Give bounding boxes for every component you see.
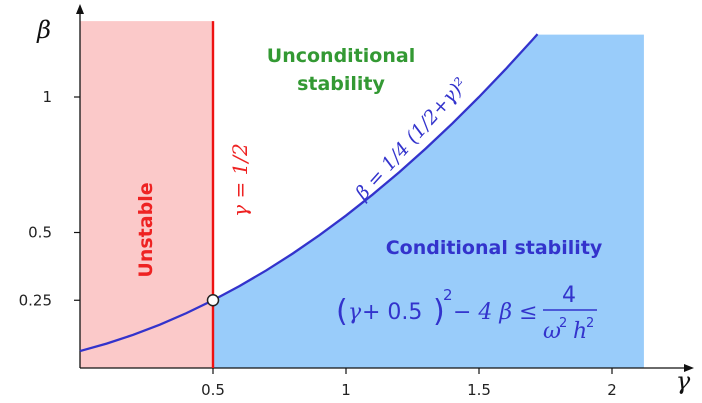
x-axis-arrowhead (684, 364, 694, 372)
x-tick-label: 1 (341, 381, 351, 399)
formula-open-paren: ( (336, 294, 348, 329)
formula-plus-half: + 0.5 (362, 300, 422, 325)
y-axis-label: β (36, 16, 51, 44)
formula-square: 2 (443, 286, 453, 304)
unconditional-stability-label-line2: stability (297, 73, 385, 95)
formula-denominator-omega: ω (543, 319, 561, 344)
formula-rest: − 4 β ≤ (453, 300, 538, 325)
boundary-intersection-point (206, 294, 220, 307)
formula-denominator-h-square: 2 (586, 316, 594, 331)
conditional-stability-label: Conditional stability (386, 237, 603, 259)
formula-numerator: 4 (562, 283, 576, 308)
x-tick-label: 0.5 (201, 381, 225, 399)
y-axis-ticks: 0.25 0.5 1 (19, 88, 80, 309)
stability-boundary-curve (79, 33, 539, 353)
unconditional-stability-label-line1: Unconditional (267, 45, 415, 67)
x-axis-ticks: 0.5 1 1.5 2 (201, 368, 617, 399)
unstable-label: Unstable (135, 182, 157, 277)
formula-close-paren: ) (433, 294, 445, 329)
y-tick-label: 1 (42, 88, 52, 106)
axes (76, 4, 694, 372)
conditional-stability-region (213, 34, 644, 369)
x-axis-label: γ (676, 367, 691, 395)
gamma-half-label: γ = 1/2 (228, 143, 252, 217)
formula-denominator-h: h (573, 319, 587, 344)
formula-denominator-omega-square: 2 (559, 316, 567, 331)
y-tick-label: 0.25 (19, 291, 52, 309)
y-tick-label: 0.5 (28, 224, 52, 242)
formula-gamma: γ (348, 300, 362, 325)
conditional-stability-formula: ( γ + 0.5 ) 2 − 4 β ≤ 4 ω 2 h 2 (336, 283, 597, 344)
x-tick-label: 1.5 (467, 381, 491, 399)
x-tick-label: 2 (607, 381, 617, 399)
y-axis-arrowhead (76, 4, 84, 14)
